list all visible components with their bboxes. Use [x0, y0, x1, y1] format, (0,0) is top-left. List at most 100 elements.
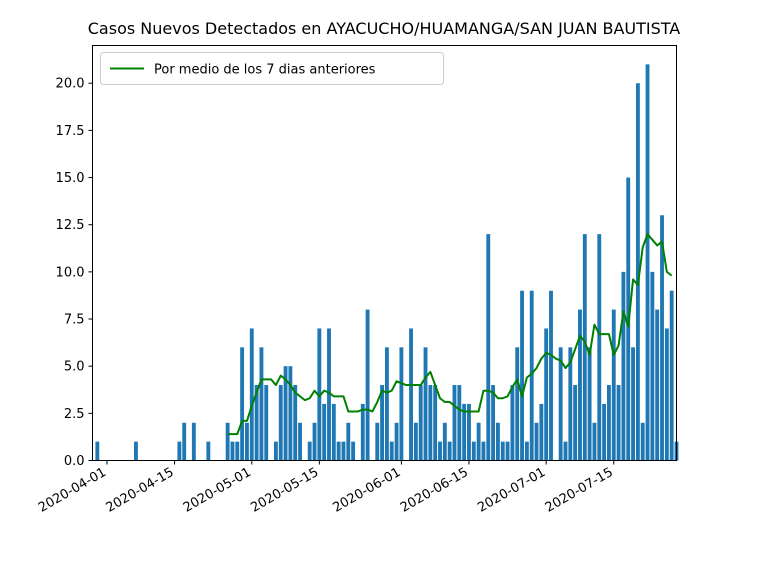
- bar: [307, 441, 312, 461]
- legend-box: [100, 52, 444, 85]
- bar: [515, 347, 520, 461]
- bar: [578, 309, 582, 461]
- bar: [428, 385, 433, 461]
- bar: [259, 347, 264, 461]
- bar: [568, 347, 573, 461]
- x-tick-label: 2020-06-15: [398, 465, 471, 516]
- bar: [389, 441, 394, 461]
- bar: [597, 234, 602, 461]
- bar: [457, 385, 462, 461]
- bar: [409, 328, 413, 461]
- bar: [230, 441, 235, 461]
- bar: [447, 441, 452, 461]
- bar: [563, 441, 568, 461]
- bar: [602, 403, 607, 461]
- bar: [365, 309, 370, 461]
- bar: [500, 441, 505, 461]
- bar: [346, 422, 351, 461]
- bar: [283, 366, 288, 461]
- bar: [664, 328, 669, 461]
- bar: [336, 441, 341, 461]
- bar: [438, 441, 442, 461]
- bar: [534, 422, 539, 461]
- y-tick-label: 7.5: [64, 313, 85, 328]
- bar: [645, 64, 650, 461]
- bar: [360, 403, 365, 461]
- bar: [669, 290, 674, 461]
- bar: [616, 385, 621, 461]
- y-tick-label: 17.5: [56, 124, 85, 139]
- bar: [631, 347, 635, 461]
- bar: [245, 422, 249, 461]
- bar: [481, 441, 486, 461]
- bar: [520, 290, 524, 461]
- x-tick-label: 2020-04-01: [36, 465, 109, 516]
- bar: [331, 403, 336, 461]
- bar: [660, 215, 664, 461]
- bar: [539, 403, 544, 461]
- bar: [182, 422, 187, 461]
- bar: [249, 328, 254, 461]
- y-tick-label: 2.5: [64, 407, 85, 422]
- bar: [442, 422, 447, 461]
- bar: [549, 290, 553, 461]
- bar: [327, 328, 331, 461]
- bar: [394, 422, 399, 461]
- legend: Por medio de los 7 dias anteriores: [100, 52, 444, 85]
- bar: [486, 234, 491, 461]
- bar: [235, 441, 240, 461]
- x-tick-label: 2020-06-01: [330, 465, 403, 516]
- bar: [418, 385, 423, 461]
- legend-label: Por medio de los 7 dias anteriores: [154, 63, 376, 78]
- bar: [177, 441, 182, 461]
- y-tick-label: 0.0: [64, 454, 85, 469]
- bar: [544, 328, 549, 461]
- bar: [322, 403, 327, 461]
- bar: [607, 385, 611, 461]
- bar: [452, 385, 457, 461]
- y-axis: 0.0 2.5 5.0 7.5 10.0 12.5 15.0 17.5 20.0: [56, 77, 93, 469]
- bar: [573, 385, 578, 461]
- y-tick-label: 5.0: [64, 360, 85, 375]
- bar: [254, 385, 259, 461]
- bar: [317, 328, 322, 461]
- bar: [433, 385, 438, 461]
- bar: [134, 441, 138, 461]
- bar: [423, 347, 428, 461]
- y-tick-label: 15.0: [56, 171, 85, 186]
- bar: [399, 347, 404, 461]
- bars: [95, 64, 679, 461]
- bar: [413, 422, 418, 461]
- chart-title: Casos Nuevos Detectados en AYACUCHO/HUAM…: [88, 19, 681, 38]
- bar: [650, 271, 655, 461]
- bar: [462, 403, 467, 461]
- bar: [278, 385, 283, 461]
- bar: [611, 309, 616, 461]
- bar: [476, 422, 481, 461]
- bar: [640, 422, 645, 461]
- bar: [621, 271, 626, 461]
- avg-line: [227, 233, 673, 436]
- bar: [587, 347, 592, 461]
- bar: [312, 422, 317, 461]
- bar: [529, 290, 534, 461]
- bar: [467, 403, 471, 461]
- y-tick-label: 10.0: [56, 265, 85, 280]
- x-tick-label: 2020-04-15: [104, 465, 177, 516]
- x-tick-label: 2020-07-15: [543, 465, 616, 516]
- bar: [380, 385, 385, 461]
- bar: [293, 385, 298, 461]
- y-tick-label: 20.0: [56, 77, 85, 92]
- bar: [495, 422, 500, 461]
- x-tick-label: 2020-05-15: [248, 465, 321, 516]
- bar: [240, 347, 245, 461]
- bar: [341, 441, 346, 461]
- bar: [558, 347, 563, 461]
- x-tick-label: 2020-05-01: [181, 465, 254, 516]
- bar: [655, 309, 660, 461]
- bar: [264, 385, 269, 461]
- plot-frame: [92, 45, 677, 461]
- bar: [273, 441, 278, 461]
- bar: [288, 366, 293, 461]
